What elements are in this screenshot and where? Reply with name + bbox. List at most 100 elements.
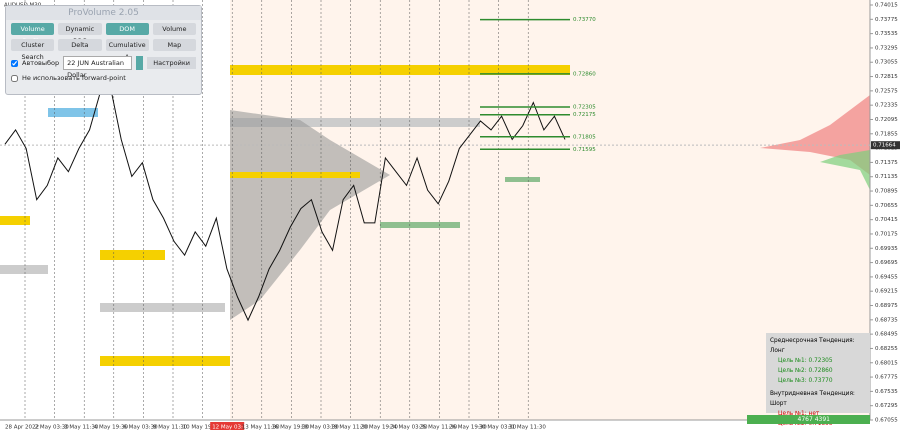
select-arrow[interactable] <box>135 56 144 70</box>
zone <box>48 108 98 117</box>
forward-checkbox[interactable] <box>11 74 18 82</box>
forward-label: Не использовать forward-point <box>22 74 126 82</box>
zone <box>505 177 540 182</box>
buttons: Volume ProfileDynamic POCDOMVolume Cluste… <box>6 20 201 61</box>
time-label: 9 May 11:30 <box>153 425 188 431</box>
panel-button[interactable]: Cumulative Δ <box>105 39 149 61</box>
provolume-panel: ProVolume 2.05 Volume ProfileDynamic POC… <box>5 5 202 95</box>
panel-button[interactable]: Dynamic POC <box>58 23 102 45</box>
price-label: 0.72095 <box>875 117 898 123</box>
price-label: 0.68975 <box>875 303 898 309</box>
time-label: 30 May 03:30 <box>479 425 517 431</box>
poc <box>230 172 360 178</box>
zone <box>230 65 570 75</box>
target: Цель №2: 0.71395 <box>778 421 833 427</box>
target-label: 0.72860 <box>573 71 596 77</box>
target: Цель №1: нет <box>778 411 820 417</box>
time-label: 4 May 19:30 <box>94 425 129 431</box>
price-label: 0.71855 <box>875 131 898 137</box>
price-label: 0.71135 <box>875 174 898 180</box>
panel-button[interactable]: DOM <box>105 23 149 35</box>
price-label: 0.73535 <box>875 31 898 37</box>
price-label: 0.69935 <box>875 246 898 252</box>
time-label: 31 May 11:30 <box>508 425 546 431</box>
price-label: 0.69695 <box>875 260 898 266</box>
price-label: 0.73775 <box>875 17 898 23</box>
dom <box>820 150 870 190</box>
target-label: 0.71805 <box>573 134 596 140</box>
price-label: 0.67055 <box>875 418 898 424</box>
time-label: 6 May 03:30 <box>123 425 158 431</box>
zone <box>100 303 225 312</box>
time-label: 3 May 11:30 <box>64 425 99 431</box>
target-label: 0.73770 <box>573 17 596 23</box>
panel-button[interactable]: Map <box>152 39 196 51</box>
price-label: 0.68735 <box>875 317 898 323</box>
price-label: 0.72575 <box>875 88 898 94</box>
time-label: 2 May 03:30 <box>35 425 70 431</box>
zone <box>100 356 230 366</box>
panel-title: ProVolume 2.05 <box>6 6 201 20</box>
auto-checkbox[interactable] <box>11 59 18 67</box>
price-label: 0.73055 <box>875 60 898 66</box>
current-price <box>871 141 900 150</box>
panel-button[interactable]: Volume <box>152 23 196 35</box>
auto-label: Автовыбор <box>22 59 60 67</box>
price-label: 0.72335 <box>875 103 898 109</box>
target: Цель №3: 0.73770 <box>778 378 833 384</box>
price-label: 0.73295 <box>875 45 898 51</box>
target-label: 0.71595 <box>573 147 596 153</box>
zone <box>0 216 30 225</box>
zone <box>100 250 165 260</box>
price-label: 0.71375 <box>875 160 898 166</box>
current-price-label: 0.71664 <box>873 143 896 149</box>
price-label: 0.70655 <box>875 203 898 209</box>
panel-button[interactable]: Cluster Search <box>11 39 55 61</box>
price-label: 0.74015 <box>875 3 898 9</box>
time-label: 19 May 11:30 <box>331 425 369 431</box>
footer: 4767 4391 <box>747 415 870 424</box>
price-label: 0.70895 <box>875 189 898 195</box>
time-label: 24 May 03:30 <box>390 425 428 431</box>
price-label: 0.68495 <box>875 332 898 338</box>
forward-row: Не использовать forward-point <box>6 72 201 84</box>
settings-button[interactable]: Настройки <box>147 57 196 69</box>
time-label: 26 May 19:30 <box>449 425 487 431</box>
price-label: 0.72815 <box>875 74 898 80</box>
panel-button[interactable]: Volume Profile <box>11 23 55 45</box>
instrument-select[interactable]: 22 JUN Australian Dollar <box>63 56 132 79</box>
target-label: 0.72305 <box>573 104 596 110</box>
panel-button[interactable]: Delta <box>58 39 102 51</box>
price-label: 0.70175 <box>875 231 898 237</box>
price-label: 0.68015 <box>875 360 898 366</box>
target: Цель №2: 0.72860 <box>778 368 833 374</box>
zone <box>230 118 480 127</box>
price-label: 0.67295 <box>875 403 898 409</box>
price-label: 0.69215 <box>875 289 898 295</box>
time-highlight <box>210 422 245 430</box>
target: Цель №1: 0.72305 <box>778 358 833 364</box>
time-label: 13 May 11:30 <box>242 425 280 431</box>
info-box: Среднесрочная Тенденция: Лонг Цель №1: 0… <box>766 333 870 427</box>
time-label: 25 May 11:30 <box>419 425 457 431</box>
time-label: 12 May 03:30 <box>212 425 250 431</box>
time-label: 20 May 19:30 <box>360 425 398 431</box>
intraday-trend: Внутридневная Тенденция: Шорт <box>770 391 855 407</box>
zone <box>380 222 460 228</box>
price-label: 0.70415 <box>875 217 898 223</box>
mid-trend: Среднесрочная Тенденция: Лонг <box>770 338 855 354</box>
price-label: 0.69455 <box>875 274 898 280</box>
time-label: 18 May 03:30 <box>301 425 339 431</box>
instrument-row: Автовыбор 22 JUN Australian Dollar Настр… <box>6 54 201 79</box>
time-label: 10 May 19:30 <box>183 425 221 431</box>
target-label: 0.72175 <box>573 112 596 118</box>
time-label: 28 Apr 2022 <box>5 425 39 431</box>
zone <box>0 265 48 274</box>
price-label: 0.68255 <box>875 346 898 352</box>
price-label: 0.67775 <box>875 375 898 381</box>
time-label: 16 May 19:30 <box>271 425 309 431</box>
price-label: 0.67535 <box>875 389 898 395</box>
price-line <box>4 87 566 322</box>
